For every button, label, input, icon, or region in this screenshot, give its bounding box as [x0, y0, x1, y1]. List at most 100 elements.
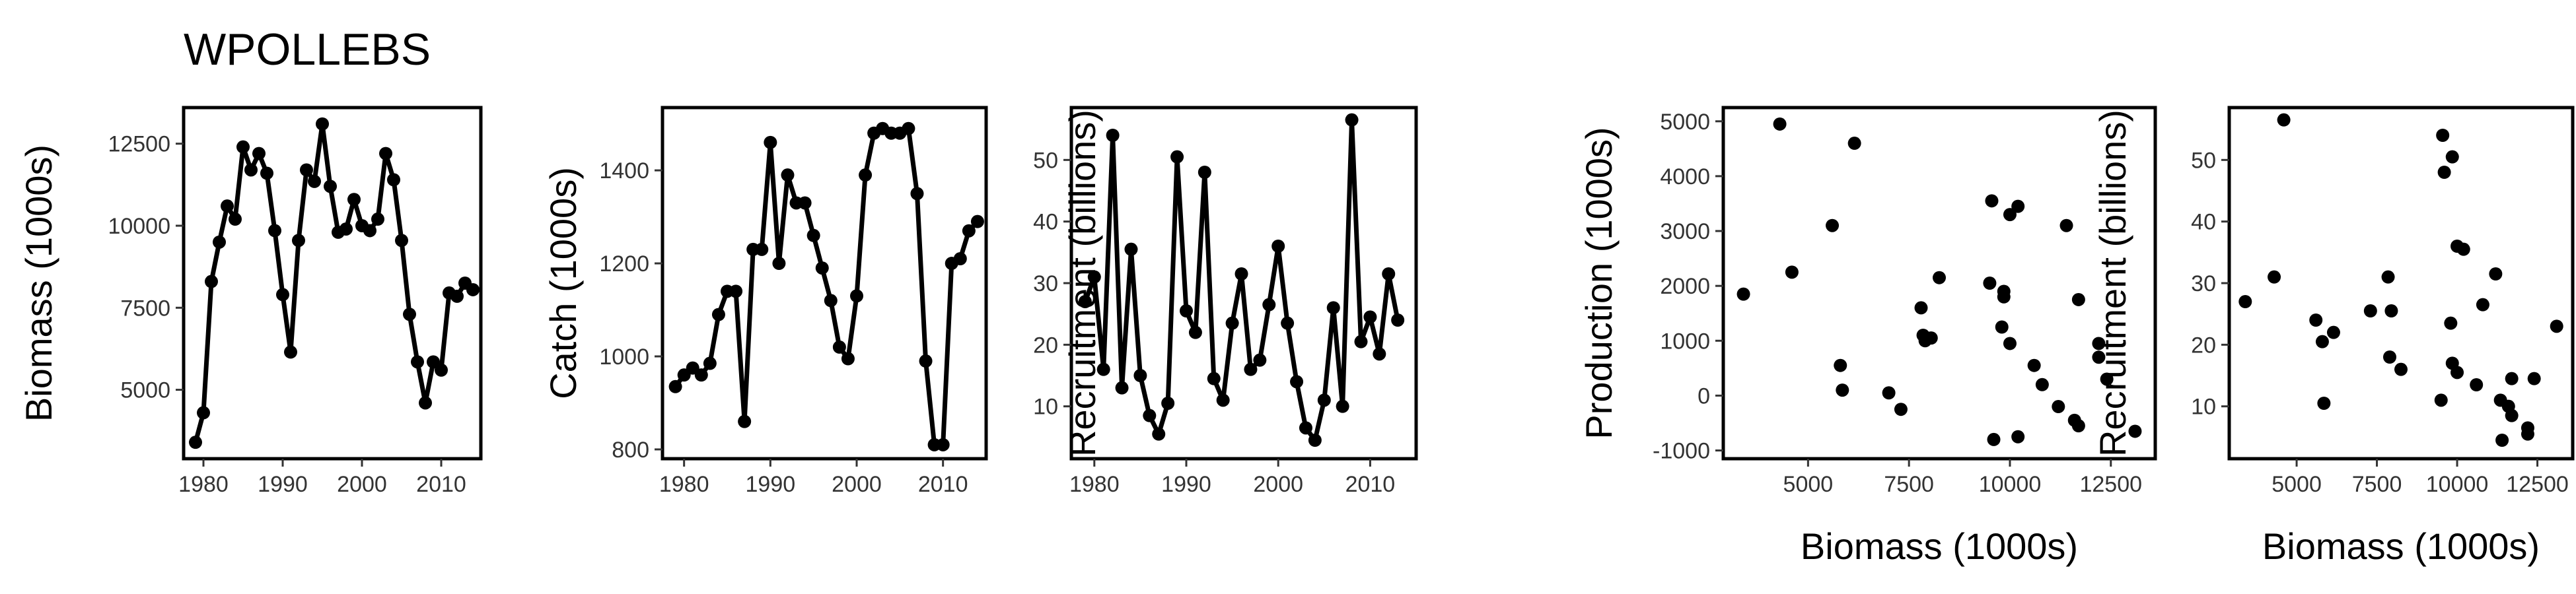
data-point — [970, 214, 984, 228]
data-point — [205, 275, 218, 288]
data-point — [1391, 314, 1405, 327]
data-point — [1826, 218, 1840, 232]
x-tick-label: 12500 — [2079, 472, 2142, 497]
series-line — [193, 121, 475, 444]
y-tick-label: 40 — [1033, 210, 1058, 235]
data-point — [2277, 113, 2291, 127]
data-point — [1244, 362, 1258, 376]
data-point — [1882, 386, 1896, 400]
data-point — [1382, 267, 1396, 280]
data-point — [1354, 335, 1368, 348]
data-point — [1143, 409, 1157, 422]
data-point — [2092, 350, 2106, 364]
data-point — [936, 438, 950, 451]
data-point — [798, 196, 812, 210]
data-point — [1847, 137, 1861, 150]
data-point — [260, 166, 273, 180]
data-point — [2317, 397, 2331, 410]
data-point — [772, 257, 786, 271]
data-point — [2052, 400, 2065, 414]
x-tick-label: 1980 — [659, 472, 709, 497]
data-point — [244, 163, 258, 177]
data-point — [1834, 358, 1847, 372]
data-point — [363, 224, 376, 238]
data-point — [2456, 242, 2470, 256]
panel-2: 1980 1990 2000 2010 800 1000 1200 1400 Catch (10… — [542, 106, 988, 497]
data-point — [419, 396, 432, 410]
data-point — [2100, 372, 2114, 386]
data-point — [284, 345, 297, 359]
data-point — [371, 213, 384, 226]
y-axis-label: Biomass (1000s) — [18, 145, 59, 422]
y-axis-label: Recruitment (billions) — [2092, 110, 2133, 457]
data-point — [316, 117, 329, 131]
data-point — [2268, 270, 2281, 284]
x-tick-label: 12500 — [2506, 472, 2569, 497]
y-tick-label: 20 — [2191, 333, 2216, 358]
data-point — [2035, 378, 2049, 391]
x-axis-label: Biomass (1000s) — [1801, 525, 2078, 567]
data-point — [832, 340, 846, 354]
data-point — [2495, 434, 2509, 447]
data-point — [2011, 430, 2025, 444]
data-point — [2003, 208, 2017, 222]
y-tick-label: 1400 — [599, 158, 649, 183]
y-tick-label: 5000 — [1660, 110, 1710, 135]
data-point — [435, 363, 448, 377]
data-point — [450, 289, 464, 303]
data-point — [229, 213, 242, 226]
panel-4: 5000 7500 10000 12500 -1000 0 1000 2000 3000 4000… — [1578, 106, 2157, 567]
data-point — [2011, 199, 2025, 213]
y-tick-label: 0 — [1698, 383, 1710, 409]
data-point — [1983, 277, 1997, 290]
x-tick-label: 7500 — [2352, 472, 2402, 497]
data-point — [1170, 150, 1184, 164]
data-point — [292, 234, 305, 248]
data-point — [2128, 424, 2142, 438]
data-point — [1985, 194, 1999, 208]
data-point — [1997, 290, 2011, 304]
data-point — [1161, 397, 1175, 410]
data-point — [2505, 409, 2519, 422]
data-point — [1326, 301, 1340, 315]
y-tick-label: 800 — [612, 438, 649, 463]
data-point — [902, 121, 915, 135]
data-point — [213, 235, 226, 249]
data-point — [2451, 366, 2464, 380]
y-tick-label: 7500 — [120, 296, 170, 321]
data-point — [2470, 378, 2484, 391]
data-point — [962, 224, 976, 238]
x-tick-label: 2010 — [918, 472, 968, 497]
y-tick-label: 5000 — [120, 378, 170, 403]
data-point — [221, 199, 234, 213]
x-tick-label: 2000 — [1253, 472, 1303, 497]
y-axis-label: Production (1000s) — [1578, 127, 1620, 439]
y-axis-label: Catch (1000s) — [542, 167, 584, 399]
y-tick-label: 10 — [2191, 395, 2216, 420]
x-tick-label: 2000 — [337, 472, 387, 497]
data-point — [268, 224, 281, 238]
data-point — [2059, 218, 2073, 232]
data-point — [1106, 129, 1120, 142]
data-point — [2382, 350, 2396, 364]
data-point — [755, 242, 769, 256]
data-point — [2434, 393, 2448, 407]
data-point — [738, 414, 752, 428]
data-point — [2527, 372, 2541, 385]
data-point — [2315, 335, 2329, 348]
panel-5: 5000 7500 10000 12500 10 20 30 40 50 Recruitment … — [2092, 106, 2575, 567]
data-point — [2326, 325, 2340, 339]
data-point — [395, 234, 408, 248]
data-point — [1281, 316, 1295, 330]
data-point — [276, 288, 289, 302]
data-point — [1188, 325, 1202, 339]
panels: 1980 1990 2000 2010500075001000012500Biomas… — [18, 106, 2575, 567]
y-tick-label: 3000 — [1660, 219, 1710, 244]
x-tick-label: 1990 — [746, 472, 796, 497]
x-axis-label: Biomass (1000s) — [2262, 525, 2540, 567]
data-point — [2363, 304, 2377, 317]
data-point — [2550, 319, 2563, 333]
data-point — [1262, 298, 1276, 312]
data-point — [411, 355, 424, 369]
